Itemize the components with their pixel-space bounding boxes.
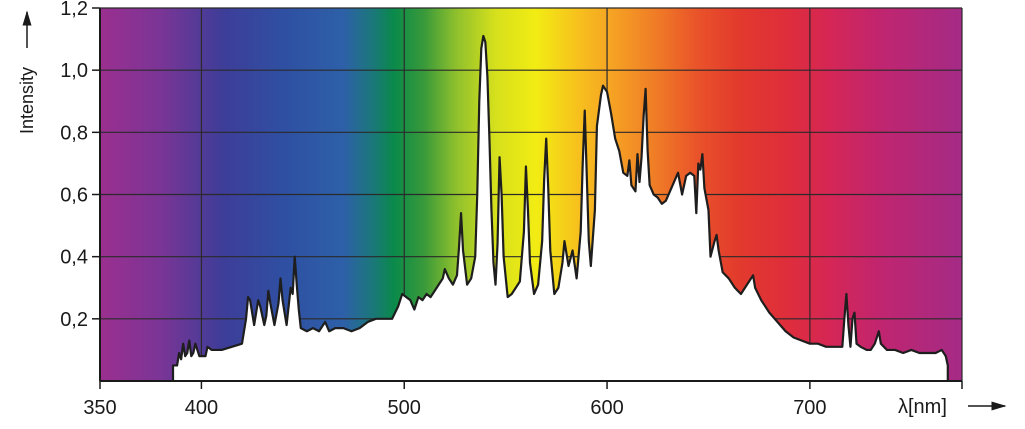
tick-labels: 350 400 500 600 700 0,2 0,4 0,6 0,8 1,0 1,2 [60, 0, 963, 419]
y-tick-label-0-8: 0,8 [60, 122, 88, 144]
x-tick-label-700: 700 [793, 397, 826, 419]
x-tick-label-500: 500 [388, 397, 421, 419]
x-tick-label-350: 350 [83, 397, 116, 419]
y-axis-title: Intensity [17, 67, 37, 134]
y-tick-label-0-2: 0,2 [60, 309, 88, 331]
y-tick-label-0-4: 0,4 [60, 247, 88, 269]
spectrum-line [171, 34, 949, 381]
x-tick-label-400: 400 [185, 397, 218, 419]
y-tick-label-1-2: 1,2 [60, 0, 88, 20]
x-axis-title: λ[nm] [898, 396, 947, 418]
y-tick-label-1: 1,0 [60, 60, 88, 82]
spectrum-area [173, 35, 948, 381]
x-tick-label-600: 600 [590, 397, 623, 419]
y-tick-label-0-6: 0,6 [60, 185, 88, 207]
